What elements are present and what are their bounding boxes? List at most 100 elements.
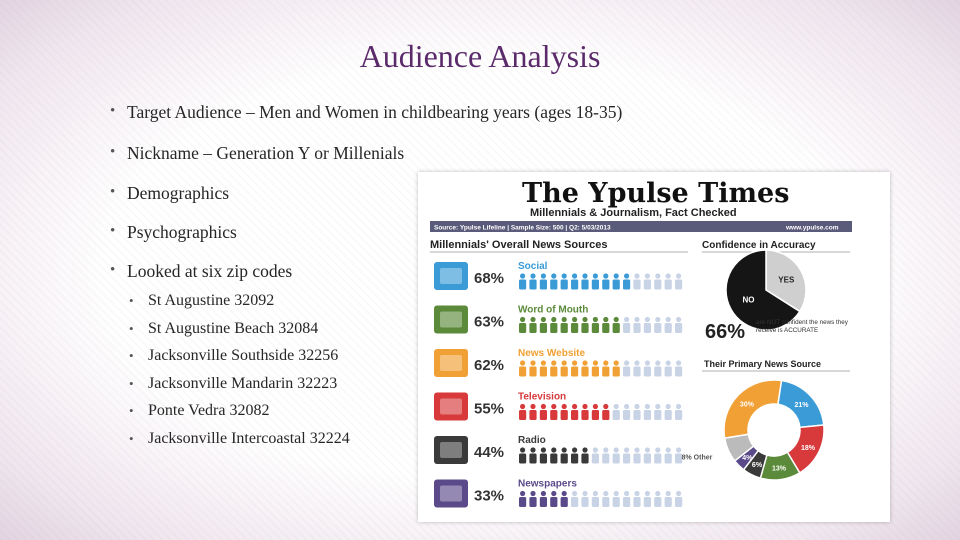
person-icon [539, 490, 547, 507]
person-icon [643, 403, 651, 420]
person-icon [519, 403, 527, 420]
confidence-pie-chart: YES NO [725, 249, 807, 331]
person-icon [519, 360, 527, 377]
donut-center [750, 406, 798, 454]
source-bar [430, 221, 852, 232]
person-icon [571, 403, 579, 420]
confidence-no-slice [725, 249, 801, 331]
person-icon [550, 360, 558, 377]
masthead-title: The Ypulse Times [522, 178, 789, 209]
person-icon [602, 447, 610, 464]
person-icon [571, 447, 579, 464]
person-icon [654, 316, 662, 333]
person-icon [612, 403, 620, 420]
bullet-list: Target Audience – Men and Women in child… [108, 101, 688, 452]
confidence-stat-text: are NOT confident the news they receive … [756, 319, 848, 334]
person-icon [529, 490, 537, 507]
person-icon [612, 490, 620, 507]
radio-icon [434, 436, 468, 464]
primary-source-label: 13% [772, 466, 787, 473]
person-icon [591, 273, 599, 290]
infographic-svg: The Ypulse Times Millennials & Journalis… [430, 178, 852, 508]
person-icon [664, 316, 672, 333]
news-source-row: 62% News Website [434, 348, 683, 377]
person-icon [581, 490, 589, 507]
news-source-row: 33% Newspapers [434, 479, 683, 508]
person-icon [529, 403, 537, 420]
news-source-label: Word of Mouth [518, 305, 588, 316]
news-source-row: 44% Radio [434, 435, 683, 464]
person-icon [560, 360, 568, 377]
person-icon [633, 403, 641, 420]
news-source-percent: 55% [474, 401, 504, 418]
person-icon [675, 273, 683, 290]
person-icon [623, 403, 631, 420]
person-icon [602, 490, 610, 507]
person-icon [581, 403, 589, 420]
person-icon [654, 360, 662, 377]
person-icon [612, 447, 620, 464]
person-icon [571, 360, 579, 377]
confidence-stat-text-box: are NOT confident the news they receive … [756, 319, 848, 334]
zip-code-item: St Augustine Beach 32084 [127, 315, 688, 343]
website-link[interactable]: www.ypulse.com [785, 225, 839, 232]
bullet-target-audience: Target Audience – Men and Women in child… [108, 101, 688, 122]
person-icon [643, 316, 651, 333]
person-icon [550, 316, 558, 333]
person-icon [519, 273, 527, 290]
person-icon [633, 316, 641, 333]
bullet-psychographics: Psychographics [108, 221, 688, 242]
person-icon [591, 490, 599, 507]
person-icon [643, 490, 651, 507]
person-icon [612, 273, 620, 290]
at-sign-icon [434, 349, 468, 377]
person-icon [591, 403, 599, 420]
news-source-percent: 33% [474, 488, 504, 505]
person-icon [571, 490, 579, 507]
person-icon [539, 316, 547, 333]
primary-source-label: 18% [801, 445, 816, 452]
person-icon [539, 403, 547, 420]
person-icon [664, 447, 672, 464]
person-icon [581, 316, 589, 333]
source-line: Source: Ypulse Lifeline | Sample Size: 5… [434, 225, 611, 232]
person-icon [654, 447, 662, 464]
zip-code-item: Jacksonville Mandarin 32223 [127, 370, 688, 398]
person-icon [654, 490, 662, 507]
news-source-row: 68% Social [434, 261, 683, 290]
person-icon [529, 447, 537, 464]
person-icon [602, 360, 610, 377]
news-source-percent: 62% [474, 357, 504, 374]
person-icon [664, 490, 672, 507]
person-icon [664, 273, 672, 290]
person-icon [529, 273, 537, 290]
person-icon [519, 490, 527, 507]
person-icon [581, 360, 589, 377]
person-icon [602, 403, 610, 420]
person-icon [571, 273, 579, 290]
person-icon [581, 273, 589, 290]
primary-source-label: 8% Other [682, 455, 713, 462]
primary-heading: Their Primary News Source [704, 359, 821, 369]
person-icon [633, 490, 641, 507]
television-icon [434, 392, 468, 421]
person-icon [539, 447, 547, 464]
person-icon [571, 316, 579, 333]
confidence-heading: Confidence in Accuracy [702, 240, 816, 251]
people-talking-icon [434, 305, 468, 334]
person-icon [529, 316, 537, 333]
person-icon [550, 490, 558, 507]
primary-source-label: 4% [742, 455, 753, 462]
person-icon [529, 360, 537, 377]
person-icon [623, 490, 631, 507]
primary-source-label: 6% [752, 462, 763, 469]
news-source-row: 63% Word of Mouth [434, 305, 683, 334]
primary-source-label: 21% [795, 402, 810, 409]
person-icon [675, 316, 683, 333]
person-icon [675, 490, 683, 507]
person-icon [623, 273, 631, 290]
person-icon [581, 447, 589, 464]
news-source-label: News Website [518, 348, 585, 359]
person-icon [550, 273, 558, 290]
news-source-label: Social [518, 261, 548, 272]
